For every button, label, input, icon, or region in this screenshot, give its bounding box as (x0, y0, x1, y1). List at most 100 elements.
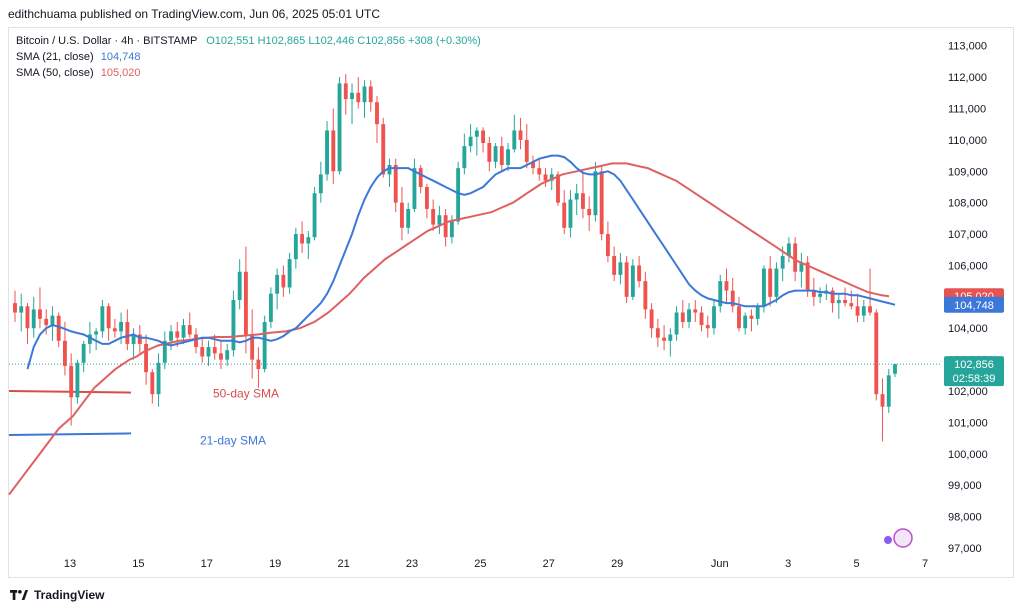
event-dot-icon (884, 536, 892, 544)
candle-body (755, 306, 760, 319)
candle-body (506, 149, 510, 165)
candle-body (593, 171, 598, 216)
candle-body (599, 171, 604, 235)
candle-body (368, 86, 373, 103)
candle-body (581, 193, 585, 209)
candle-body (493, 146, 498, 162)
footer-brand[interactable]: TradingView (10, 588, 104, 602)
candle-body (886, 375, 891, 407)
candle-body (119, 321, 124, 332)
tradingview-logo-icon (10, 590, 28, 600)
candle-body (687, 309, 691, 322)
published-header: edithchuama published on TradingView.com… (8, 7, 381, 21)
candle-body (418, 168, 423, 187)
candle-body (793, 243, 798, 272)
candle-body (112, 328, 117, 332)
y-tick-label: 104,000 (948, 323, 988, 335)
candle-body (836, 299, 841, 304)
candle-body (187, 325, 192, 335)
candle-body (855, 306, 860, 316)
candle-body (300, 234, 305, 244)
candle-body (786, 243, 791, 257)
candle-body (543, 174, 548, 181)
candle-body (256, 359, 261, 370)
y-tick-label: 110,000 (948, 135, 987, 147)
candle-body (843, 299, 848, 304)
candle-body (350, 92, 354, 100)
candle-body (449, 221, 454, 238)
chart-frame[interactable] (8, 27, 1014, 578)
candle-body (861, 306, 866, 316)
candle-body (524, 139, 529, 162)
candle-body (69, 365, 74, 398)
candle-body (169, 331, 173, 341)
candle-body (424, 186, 429, 209)
candle-body (175, 331, 180, 338)
candle-body (587, 208, 592, 216)
candle-body (38, 309, 42, 319)
candle-body (150, 372, 155, 395)
candle-body (893, 364, 897, 374)
candle-body (762, 268, 766, 307)
candle-body (805, 262, 810, 291)
y-tick-label: 109,000 (948, 166, 988, 178)
sma50-line (8, 162, 890, 496)
candle-body (724, 281, 729, 291)
candle-body (612, 256, 617, 275)
candle-body (312, 193, 317, 238)
candle-body (693, 309, 698, 313)
candle-body (811, 290, 816, 297)
candle-body (562, 202, 567, 228)
candle-body (537, 168, 542, 175)
candle-body (474, 130, 479, 137)
candle-body (412, 168, 417, 209)
y-tick-label: 107,000 (948, 229, 988, 241)
x-tick-label: 19 (269, 558, 281, 570)
x-tick-label: 7 (922, 558, 928, 570)
candle-body (668, 334, 673, 341)
candle-body (194, 334, 198, 348)
legend-sma21-label: SMA (21, close) (16, 51, 94, 63)
candle-body (712, 306, 716, 329)
candle-body (156, 362, 161, 395)
candle-body (868, 306, 872, 313)
x-tick-label: 27 (543, 558, 555, 570)
annotation-line-21 (8, 432, 132, 436)
legend-sma50-row[interactable]: SMA (50, close) 105,020 (16, 65, 481, 81)
y-tick-label: 98,000 (948, 512, 982, 524)
candle-body (50, 315, 55, 326)
annotation-50-day-sma: 50-day SMA (213, 386, 279, 400)
candle-body (362, 86, 367, 103)
y-tick-label: 97,000 (948, 543, 982, 555)
candle-body (431, 208, 436, 225)
candle-body (200, 347, 205, 357)
candle-body (393, 164, 398, 203)
candle-body (880, 394, 885, 407)
candle-body (849, 303, 854, 307)
legend-sma21-row[interactable]: SMA (21, close) 104,748 (16, 49, 481, 65)
candle-body (549, 174, 554, 181)
candle-body (768, 268, 773, 297)
candle-body (568, 199, 573, 228)
candle-body (25, 306, 30, 329)
candle-body (630, 265, 635, 297)
candle-body (94, 331, 99, 335)
candle-body (487, 143, 492, 162)
candle-body (231, 299, 236, 351)
candle-body (381, 124, 386, 175)
candle-body (13, 303, 17, 313)
candle-body (462, 146, 467, 169)
candle-body (250, 334, 255, 360)
annotation-21-day-sma: 21-day SMA (200, 433, 266, 447)
y-tick-label: 111,000 (948, 103, 986, 115)
candle-body (75, 362, 80, 398)
candle-body (674, 312, 679, 335)
footer-brand-label: TradingView (34, 588, 105, 602)
candle-body (443, 215, 448, 238)
candle-body (556, 174, 560, 203)
candle-body (830, 290, 835, 304)
candle-body (262, 321, 267, 370)
candle-body (531, 161, 535, 169)
y-tick-label: 101,000 (948, 417, 988, 429)
